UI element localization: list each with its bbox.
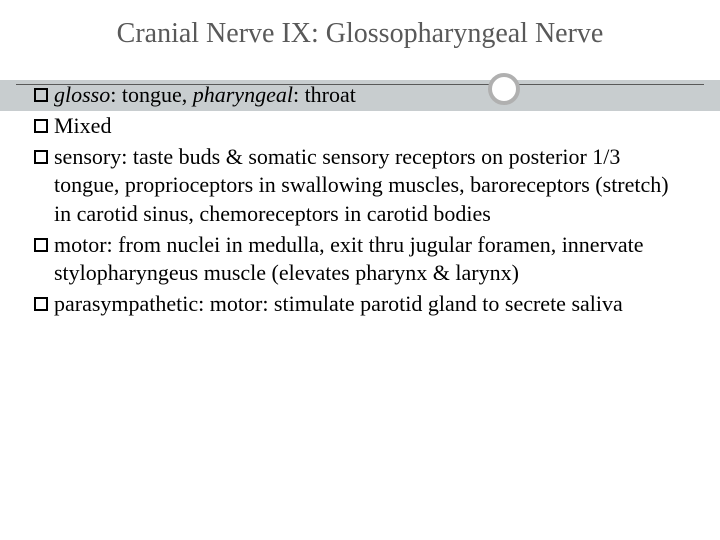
def-pharyngeal: : throat: [293, 82, 356, 107]
slide: Cranial Nerve IX: Glossopharyngeal Nerve…: [0, 0, 720, 540]
bullet-item-sensory: sensory: taste buds & somatic sensory re…: [34, 142, 686, 229]
bullet-text: Mixed: [54, 112, 686, 140]
square-bullet-icon: [34, 150, 48, 164]
divider-circle-icon: [488, 73, 520, 105]
bullet-item-parasympathetic: parasympathetic: motor: stimulate paroti…: [34, 289, 686, 320]
body: Mixed sensory: taste buds & somatic sens…: [0, 111, 720, 320]
term-pharyngeal: pharyngeal: [193, 82, 293, 107]
bullet-text: glosso: tongue, pharyngeal: throat: [54, 81, 686, 109]
bullet-text: sensory: taste buds & somatic sensory re…: [54, 143, 686, 227]
square-bullet-icon: [34, 297, 48, 311]
slide-title: Cranial Nerve IX: Glossopharyngeal Nerve: [0, 0, 720, 80]
square-bullet-icon: [34, 88, 48, 102]
bullet-item-mixed: Mixed: [34, 111, 686, 142]
divider-line: [16, 84, 704, 85]
bullet-text: parasympathetic: motor: stimulate paroti…: [54, 290, 686, 318]
square-bullet-icon: [34, 238, 48, 252]
square-bullet-icon: [34, 119, 48, 133]
bullet-item-motor: motor: from nuclei in medulla, exit thru…: [34, 230, 686, 289]
def-glosso: : tongue,: [110, 82, 193, 107]
bullet-text: motor: from nuclei in medulla, exit thru…: [54, 231, 686, 287]
term-glosso: glosso: [54, 82, 110, 107]
